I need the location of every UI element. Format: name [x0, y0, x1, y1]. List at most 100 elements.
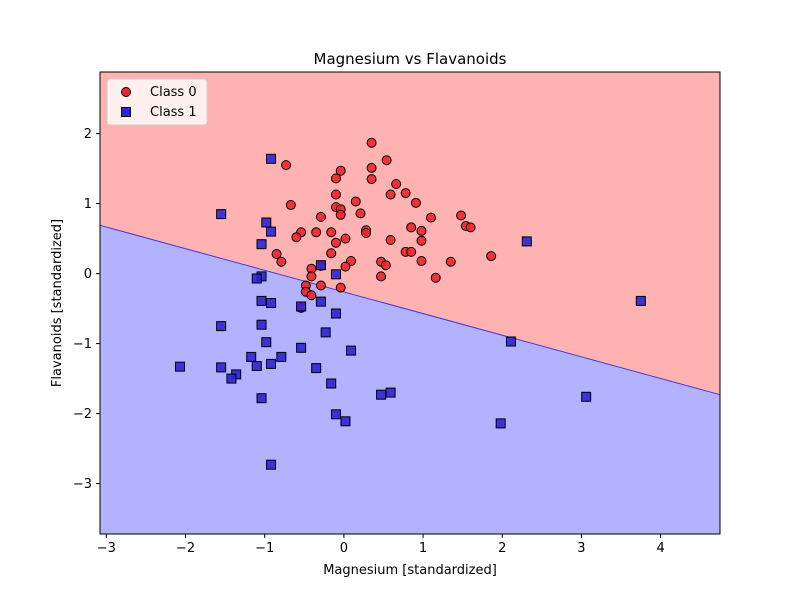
- plot-area: [99, 71, 721, 535]
- data-point: [495, 418, 506, 429]
- x-tick-label: 1: [419, 541, 427, 556]
- data-point: [261, 337, 272, 348]
- x-axis: −3 −2 −1 0 1 2 3 4: [97, 534, 665, 556]
- data-point: [291, 232, 302, 243]
- data-point: [376, 271, 387, 282]
- data-point: [340, 416, 351, 427]
- data-point: [330, 308, 341, 319]
- data-point: [456, 210, 467, 221]
- data-point: [320, 327, 331, 338]
- data-point: [350, 196, 361, 207]
- region-class-0: [100, 72, 720, 395]
- data-point: [340, 233, 351, 244]
- data-point: [256, 393, 267, 404]
- x-tick-label: −2: [176, 541, 195, 556]
- data-point: [581, 391, 592, 402]
- data-point: [326, 227, 337, 238]
- data-point: [425, 212, 436, 223]
- data-point: [385, 387, 396, 398]
- data-point: [340, 261, 351, 272]
- plot-frame: [99, 71, 721, 535]
- data-point: [266, 226, 277, 237]
- data-point: [256, 295, 267, 306]
- x-axis-label: Magnesium [standardized]: [323, 563, 497, 578]
- data-point: [261, 217, 272, 228]
- data-point: [174, 361, 185, 372]
- data-point: [410, 197, 421, 208]
- data-point: [266, 459, 277, 470]
- data-point: [266, 153, 277, 164]
- data-point: [366, 137, 377, 148]
- decision-boundary-line: [99, 224, 721, 396]
- data-point: [271, 249, 282, 259]
- data-point: [400, 188, 411, 199]
- data-point: [251, 273, 262, 284]
- data-point: [276, 351, 287, 362]
- legend-marker-class-0: [121, 87, 131, 97]
- data-point: [355, 208, 366, 219]
- series-class-0: [271, 137, 497, 313]
- data-point: [335, 282, 346, 293]
- data-point: [465, 222, 476, 233]
- legend: Class 0 Class 1: [106, 78, 208, 126]
- data-point: [256, 319, 267, 330]
- data-point: [281, 160, 292, 171]
- data-point: [315, 260, 326, 271]
- data-point: [385, 235, 396, 245]
- data-point: [521, 236, 532, 247]
- data-point: [311, 227, 322, 238]
- data-point: [406, 246, 417, 257]
- data-point: [315, 280, 326, 291]
- legend-label-class-1: Class 1: [150, 105, 197, 120]
- data-point: [330, 173, 341, 184]
- data-point: [296, 301, 307, 312]
- y-tick-label: 2: [84, 127, 92, 142]
- data-point: [486, 251, 497, 262]
- y-axis: −3 −2 −1 0 1 2: [73, 127, 100, 492]
- chart-title: Magnesium vs Flavanoids: [314, 50, 507, 68]
- data-point: [391, 179, 402, 189]
- data-point: [430, 272, 441, 283]
- y-tick-label: 0: [84, 267, 92, 282]
- data-point: [366, 162, 377, 173]
- data-point: [505, 336, 516, 347]
- y-tick-label: −3: [73, 477, 92, 492]
- data-point: [315, 211, 326, 222]
- data-point: [326, 378, 337, 389]
- data-point: [385, 189, 396, 200]
- y-tick-label: −2: [73, 407, 92, 422]
- data-point: [296, 342, 307, 353]
- x-tick-label: 3: [577, 541, 585, 556]
- data-point: [306, 290, 317, 301]
- data-point: [416, 225, 427, 236]
- x-tick-label: 4: [656, 541, 664, 556]
- data-point: [635, 295, 646, 306]
- data-point: [226, 373, 237, 384]
- data-point: [335, 165, 346, 176]
- data-point: [335, 209, 346, 220]
- legend-label-class-0: Class 0: [150, 85, 197, 100]
- data-point: [276, 256, 287, 267]
- data-point: [445, 256, 456, 267]
- data-point: [251, 361, 262, 371]
- data-point: [315, 296, 326, 307]
- data-point: [416, 256, 427, 266]
- data-point: [306, 271, 317, 282]
- data-point: [406, 222, 417, 233]
- data-point: [330, 269, 341, 280]
- x-tick-label: −3: [97, 541, 116, 556]
- data-point: [330, 237, 341, 248]
- data-point: [361, 228, 372, 238]
- data-point: [330, 409, 341, 420]
- data-point: [376, 389, 387, 400]
- x-tick-label: 0: [340, 541, 348, 556]
- data-point: [346, 345, 357, 356]
- x-tick-label: −1: [255, 541, 274, 556]
- data-point: [366, 174, 377, 185]
- data-point: [266, 358, 277, 369]
- legend-box: [106, 78, 208, 126]
- data-point: [381, 155, 392, 166]
- data-point: [380, 260, 391, 271]
- y-tick-label: 1: [84, 197, 92, 212]
- y-tick-label: −1: [73, 337, 92, 352]
